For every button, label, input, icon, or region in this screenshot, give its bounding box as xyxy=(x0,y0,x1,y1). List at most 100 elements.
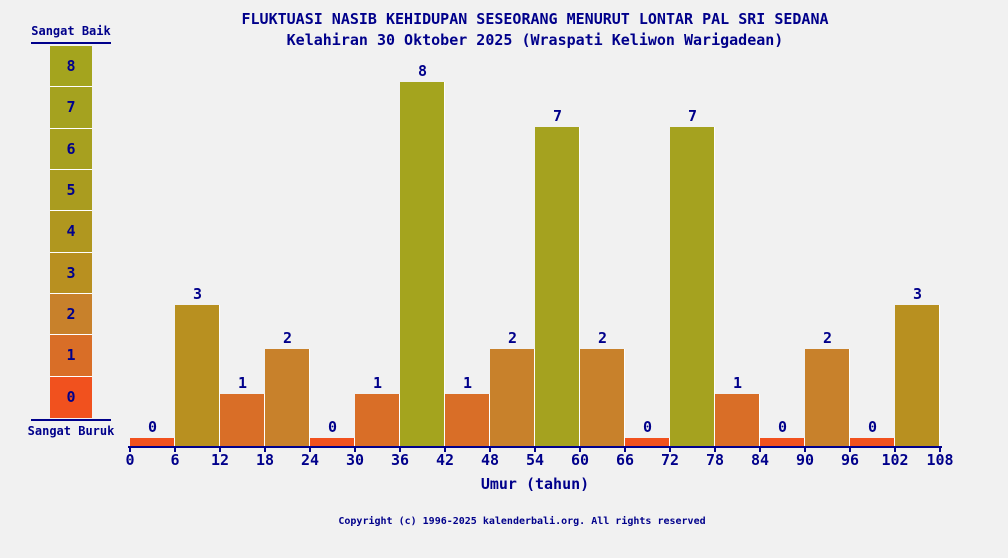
legend-best-label: Sangat Baik xyxy=(31,24,111,38)
x-tick-mark xyxy=(849,448,851,452)
legend-top-divider xyxy=(31,42,111,44)
bar xyxy=(175,304,220,446)
bar xyxy=(715,393,760,446)
x-tick-label: 84 xyxy=(750,451,770,469)
bar-value-label: 0 xyxy=(642,418,653,436)
x-tick-mark xyxy=(129,448,131,452)
bar xyxy=(580,349,625,446)
x-tick-mark xyxy=(624,448,626,452)
bar-value-label: 1 xyxy=(372,373,383,392)
x-tick-label: 96 xyxy=(840,451,860,469)
legend-box: 2 xyxy=(50,293,92,336)
legend-box-label: 4 xyxy=(66,222,76,241)
legend-box: 5 xyxy=(50,169,92,212)
x-tick-label: 0 xyxy=(125,451,135,469)
legend-box-label: 1 xyxy=(66,346,76,365)
bar-value-label: 8 xyxy=(417,62,428,80)
legend-worst-label: Sangat Buruk xyxy=(27,424,115,438)
x-tick-mark xyxy=(714,448,716,452)
bar-value-label: 7 xyxy=(687,106,698,125)
chart-title: FLUKTUASI NASIB KEHIDUPAN SESEORANG MENU… xyxy=(241,10,829,28)
x-tick-label: 12 xyxy=(210,451,230,469)
legend-box-label: 2 xyxy=(66,305,76,324)
bar-value-label: 7 xyxy=(552,106,563,125)
bar-value-label: 0 xyxy=(327,418,338,436)
x-tick-label: 90 xyxy=(795,451,815,469)
x-tick-mark xyxy=(489,448,491,452)
x-tick-label: 60 xyxy=(570,451,590,469)
bar xyxy=(490,349,535,446)
x-tick-label: 30 xyxy=(345,451,365,469)
x-axis-title: Umur (tahun) xyxy=(480,475,590,493)
legend-box-label: 5 xyxy=(66,181,76,200)
x-axis-line xyxy=(128,446,942,448)
bar-value-label: 3 xyxy=(912,284,923,303)
x-tick-label: 36 xyxy=(390,451,410,469)
x-tick-label: 18 xyxy=(255,451,275,469)
x-tick-label: 66 xyxy=(615,451,635,469)
legend-box: 7 xyxy=(50,87,92,129)
x-tick-mark xyxy=(669,448,671,452)
legend-box: 6 xyxy=(50,128,92,170)
x-tick-label: 72 xyxy=(660,451,680,469)
x-tick-mark xyxy=(174,448,176,452)
bar-value-label: 1 xyxy=(462,373,473,392)
x-tick-mark xyxy=(759,448,761,452)
legend-box: 4 xyxy=(50,211,92,253)
x-tick-mark xyxy=(309,448,311,452)
x-tick-label: 54 xyxy=(525,451,545,469)
bar-value-label: 0 xyxy=(777,418,788,436)
legend-box: 8 xyxy=(50,46,92,88)
bar xyxy=(265,349,310,446)
x-tick-label: 6 xyxy=(170,451,180,469)
bar xyxy=(535,126,580,446)
legend-box: 1 xyxy=(50,335,92,377)
chart-subtitle: Kelahiran 30 Oktober 2025 (Wraspati Keli… xyxy=(286,31,784,49)
bar-value-label: 0 xyxy=(147,418,158,436)
legend-box: 0 xyxy=(50,376,92,418)
x-tick-mark xyxy=(894,448,896,452)
bar xyxy=(895,304,940,446)
x-tick-mark xyxy=(354,448,356,452)
bar-value-label: 2 xyxy=(507,329,518,347)
bar xyxy=(220,393,265,446)
bar xyxy=(760,438,805,446)
x-tick-label: 108 xyxy=(926,451,954,469)
bar-value-label: 0 xyxy=(867,418,878,436)
x-tick-mark xyxy=(939,448,941,452)
bar xyxy=(805,349,850,446)
x-tick-label: 78 xyxy=(705,451,725,469)
bar xyxy=(310,438,355,446)
legend-box-label: 7 xyxy=(66,98,76,117)
x-tick-mark xyxy=(444,448,446,452)
bar-value-label: 3 xyxy=(192,284,203,303)
legend-box-label: 8 xyxy=(66,57,76,76)
legend-box-label: 6 xyxy=(66,139,76,158)
x-tick-mark xyxy=(264,448,266,452)
x-tick-label: 24 xyxy=(300,451,320,469)
legend-box-label: 0 xyxy=(66,388,76,407)
bar-value-label: 1 xyxy=(732,373,743,392)
bar xyxy=(130,438,175,446)
bar-value-label: 2 xyxy=(282,329,293,347)
bar xyxy=(355,393,400,446)
legend-color-scale: 8 7 6 5 4 3 2 1 0 xyxy=(50,46,92,418)
bar-value-label: 1 xyxy=(237,373,248,392)
x-tick-mark xyxy=(399,448,401,452)
legend-box: 3 xyxy=(50,252,92,294)
bar xyxy=(400,82,445,446)
bar xyxy=(670,126,715,446)
x-tick-label: 42 xyxy=(435,451,455,469)
bar xyxy=(850,438,895,446)
bar-value-label: 2 xyxy=(822,329,833,347)
x-tick-mark xyxy=(804,448,806,452)
x-tick-mark xyxy=(534,448,536,452)
bar xyxy=(625,438,670,446)
x-tick-mark xyxy=(579,448,581,452)
bar xyxy=(445,393,490,446)
bar-value-label: 2 xyxy=(597,329,608,347)
x-tick-label: 102 xyxy=(881,451,909,469)
x-tick-label: 48 xyxy=(480,451,500,469)
legend-bottom-divider xyxy=(31,419,111,421)
